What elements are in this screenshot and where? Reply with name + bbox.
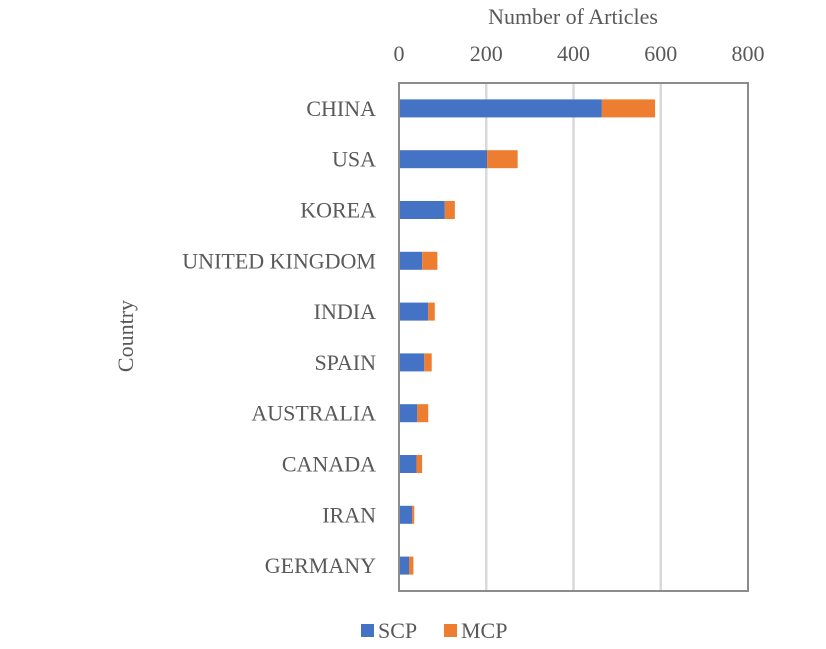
x-tick-label: 400 [557,41,590,66]
x-tick-label: 600 [644,41,677,66]
category-labels: CHINA USA KOREA UNITED KINGDOM INDIA SPAIN AUS… [182,96,376,578]
category-label: CHINA [306,96,376,121]
bar-scp-germany [399,556,410,575]
bar-mcp-china [601,99,656,118]
category-label: GERMANY [265,553,376,578]
bar-mcp-united-kingdom [422,251,438,270]
bar-scp-canada [399,455,417,473]
x-tick-label: 0 [394,41,405,66]
bar-scp-australia [399,404,418,423]
category-label: SPAIN [314,350,376,375]
category-label: USA [332,147,376,172]
legend-swatch-mcp [444,624,457,637]
category-label: IRAN [322,502,376,527]
category-label: UNITED KINGDOM [182,248,376,273]
bar-scp-united-kingdom [399,251,423,270]
x-tick-labels: 0 200 400 600 800 [394,41,765,66]
category-label: CANADA [282,452,376,477]
bar-mcp-canada [416,455,423,473]
bar-mcp-korea [444,201,455,219]
bar-scp-spain [399,353,425,372]
legend-swatch-scp [361,624,374,637]
bar-mcp-spain [424,353,432,372]
category-label: INDIA [314,299,376,324]
legend: SCP MCP [361,618,507,643]
bar-mcp-iran [412,505,415,524]
plot-area-border [398,82,749,592]
x-tick-label: 200 [470,41,503,66]
x-axis-title: Number of Articles [488,4,658,29]
legend-label-mcp: MCP [461,618,507,643]
bar-mcp-usa [487,150,518,169]
bar-scp-china [399,99,602,118]
bar-scp-iran [399,505,413,524]
category-label: KOREA [300,198,376,223]
x-tick-label: 800 [732,41,765,66]
bar-mcp-australia [417,404,429,423]
bar-mcp-india [428,302,435,321]
bar-scp-korea [399,201,445,219]
category-label: AUSTRALIA [251,401,376,426]
legend-label-scp: SCP [378,618,417,643]
bars [399,99,656,575]
bar-mcp-germany [409,556,414,575]
bar-scp-usa [399,150,488,169]
y-axis-title: Country [113,300,138,372]
bar-scp-india [399,302,429,321]
